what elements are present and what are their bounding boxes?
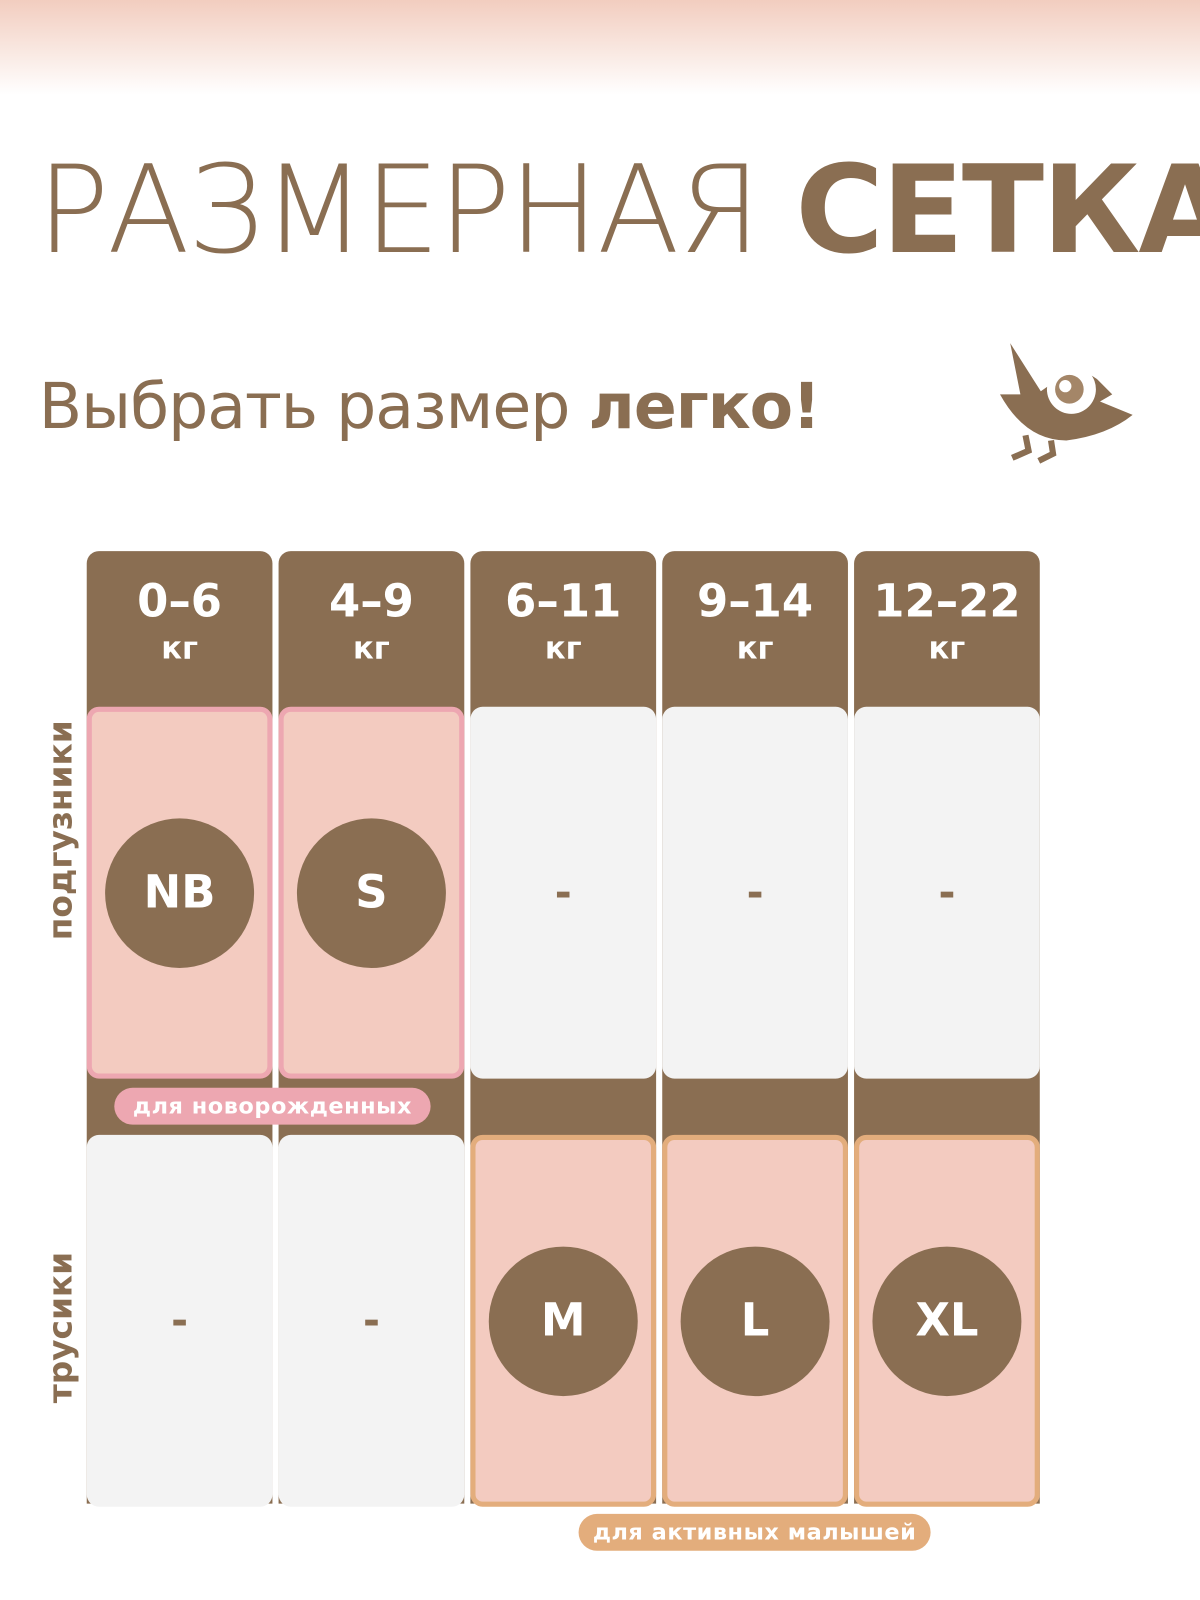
weight-header: 4–9 кг xyxy=(279,574,465,668)
weight-header: 6–11 кг xyxy=(470,574,656,668)
diaper-cell: NB xyxy=(86,706,273,1079)
weight-unit: кг xyxy=(736,630,774,667)
title-light: РАЗМЕРНАЯ xyxy=(36,139,761,281)
size-badge: NB xyxy=(105,817,255,968)
weight-unit: кг xyxy=(161,630,198,667)
weight-unit: кг xyxy=(544,630,582,667)
title-bold: СЕТКА xyxy=(795,139,1200,281)
pants-cell: M xyxy=(470,1134,657,1507)
size-badge: S xyxy=(296,817,446,968)
weight-unit: кг xyxy=(928,630,966,667)
row-label-diapers: подгузники xyxy=(40,720,80,941)
diaper-cell-empty: - xyxy=(662,706,848,1079)
weight-header: 12–22 кг xyxy=(854,574,1040,668)
weight-range: 0–6 xyxy=(137,575,223,628)
weight-header: 0–6 кг xyxy=(87,574,273,668)
weight-range: 9–14 xyxy=(696,575,814,628)
subtitle-light: Выбрать размер xyxy=(38,368,571,444)
weight-range: 4–9 xyxy=(328,575,414,628)
pants-cell: L xyxy=(662,1134,848,1507)
pants-cell-empty: - xyxy=(278,1134,465,1507)
subtitle-bold: легко! xyxy=(588,368,821,444)
pants-cell-empty: - xyxy=(86,1134,273,1507)
bird-icon xyxy=(999,343,1133,464)
page-title: РАЗМЕРНАЯ СЕТКА xyxy=(37,143,1200,276)
weight-range: 12–22 xyxy=(873,575,1021,628)
weight-header: 9–14 кг xyxy=(662,574,848,668)
diaper-cell-empty: - xyxy=(470,706,657,1079)
subtitle: Выбрать размер легко! xyxy=(38,368,821,444)
newborn-badge: для новорожденных xyxy=(114,1087,431,1125)
size-badge: M xyxy=(488,1246,638,1396)
weight-unit: кг xyxy=(353,630,390,667)
diaper-cell: S xyxy=(278,706,465,1079)
top-gradient xyxy=(0,0,1200,95)
weight-range: 6–11 xyxy=(505,575,622,628)
size-badge: XL xyxy=(872,1246,1022,1396)
pants-cell: XL xyxy=(854,1134,1040,1507)
row-label-pants: трусики xyxy=(40,1251,80,1404)
active-badge: для активных малышей xyxy=(578,1513,931,1551)
diaper-cell-empty: - xyxy=(854,706,1040,1079)
size-badge: L xyxy=(680,1246,830,1396)
